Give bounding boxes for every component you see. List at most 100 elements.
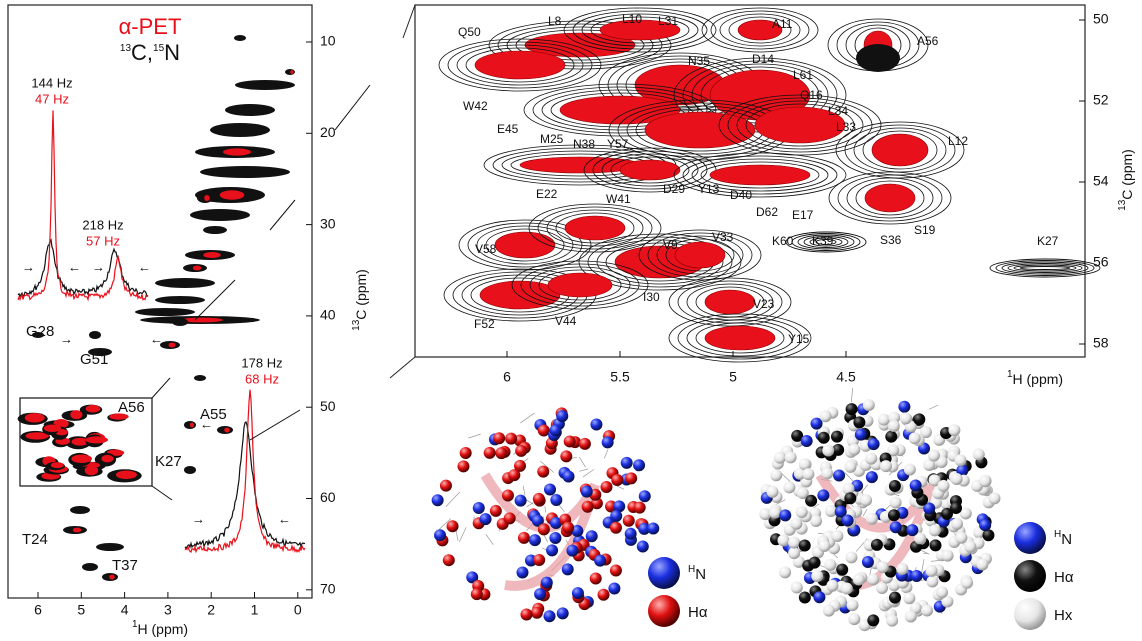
atom: [896, 562, 909, 575]
atom: [796, 487, 809, 500]
atom: [833, 469, 846, 482]
legend-sphere: [648, 557, 680, 589]
contour: [541, 89, 699, 131]
x-tick-label: 0: [294, 602, 302, 618]
contour: [194, 375, 206, 381]
x-axis-label: 1H (ppm): [1007, 369, 1063, 387]
contour-red: [181, 317, 223, 323]
atom: [941, 595, 954, 608]
atom: [913, 413, 926, 426]
arrow: ←: [150, 331, 163, 346]
contour: [88, 348, 112, 356]
peak-label: Y15: [788, 332, 810, 346]
atom: [956, 464, 969, 477]
atom: [795, 506, 808, 519]
contour: [458, 219, 592, 271]
contour-black: [1013, 264, 1077, 272]
x-axis-label: 1H (ppm): [132, 619, 188, 637]
atom: [791, 429, 804, 442]
contour: [155, 278, 215, 288]
peak-label: L12: [948, 134, 968, 148]
right-panel: Q50 L8 L10 L31 A11 A56 N35 D14 L61 Q16 L34 L33 W42 E4…: [389, 4, 1135, 387]
bond: [817, 532, 824, 535]
atom: [549, 531, 562, 544]
contour: [601, 153, 699, 187]
inset-blob-red: [70, 410, 83, 420]
y-tick-label: 52: [1093, 92, 1109, 108]
peak-label: D29: [663, 182, 685, 196]
contour: [710, 10, 810, 50]
atom: [562, 470, 575, 483]
label-part: 1: [1007, 369, 1013, 380]
bond: [520, 412, 535, 424]
atom: [928, 474, 941, 487]
atom: [830, 430, 843, 443]
bond: [862, 509, 868, 517]
atom: [560, 450, 573, 463]
contour: [665, 238, 735, 272]
atom: [647, 522, 660, 535]
peak-red: [704, 325, 776, 351]
contour-red: [224, 427, 230, 433]
arrow: →: [60, 331, 73, 346]
contour-red: [203, 252, 221, 258]
atom: [608, 582, 621, 595]
label-part: 13: [351, 319, 362, 331]
inset-blob-red: [85, 404, 101, 413]
atom: [571, 524, 584, 537]
atom: [597, 588, 610, 601]
contour: [587, 236, 733, 288]
contour: [476, 225, 574, 265]
atom: [590, 418, 603, 431]
contour: [447, 41, 593, 89]
contour: [837, 174, 943, 222]
peak-label: M25: [540, 132, 564, 146]
y-tick-label: 60: [320, 489, 336, 505]
atom: [959, 507, 972, 520]
contour: [728, 16, 792, 44]
atom: [800, 434, 813, 447]
contour: [736, 100, 864, 150]
peak-red: [754, 106, 846, 144]
atom: [810, 417, 823, 430]
atom: [793, 467, 806, 480]
label-part: Hx: [1054, 607, 1073, 624]
contour-red: [72, 527, 82, 533]
bond: [459, 527, 467, 543]
atom: [831, 530, 844, 543]
atom: [865, 512, 878, 525]
atom: [556, 607, 569, 620]
atom: [886, 614, 899, 627]
atom: [622, 514, 635, 527]
legend-sphere: [1014, 598, 1046, 630]
peak-label: D40: [730, 188, 752, 202]
perspective-lines: [389, 4, 416, 379]
atom: [563, 435, 576, 448]
inset-blob-red: [71, 437, 89, 446]
atom: [549, 517, 562, 530]
atom: [908, 432, 921, 445]
subtitle: 13C,15N: [120, 40, 180, 65]
linewidth-black: 178 Hz: [241, 355, 282, 370]
atom: [887, 444, 900, 457]
contour: [719, 13, 801, 47]
peak-label: Q50: [458, 25, 481, 39]
atom: [534, 588, 547, 601]
x-tick-label: 5.5: [610, 369, 630, 385]
contour: [528, 203, 662, 253]
atom: [611, 473, 624, 486]
atom: [865, 452, 878, 465]
legend-label: HN: [1054, 529, 1072, 548]
peak-label: V9: [663, 238, 678, 252]
contour: [190, 209, 250, 221]
linewidth-black: 144 Hz: [31, 75, 72, 90]
atom: [516, 566, 529, 579]
atom: [899, 412, 912, 425]
atom: [845, 551, 858, 564]
contour: [96, 543, 124, 551]
atom: [514, 459, 527, 472]
atom: [961, 576, 974, 589]
atom: [633, 501, 646, 514]
